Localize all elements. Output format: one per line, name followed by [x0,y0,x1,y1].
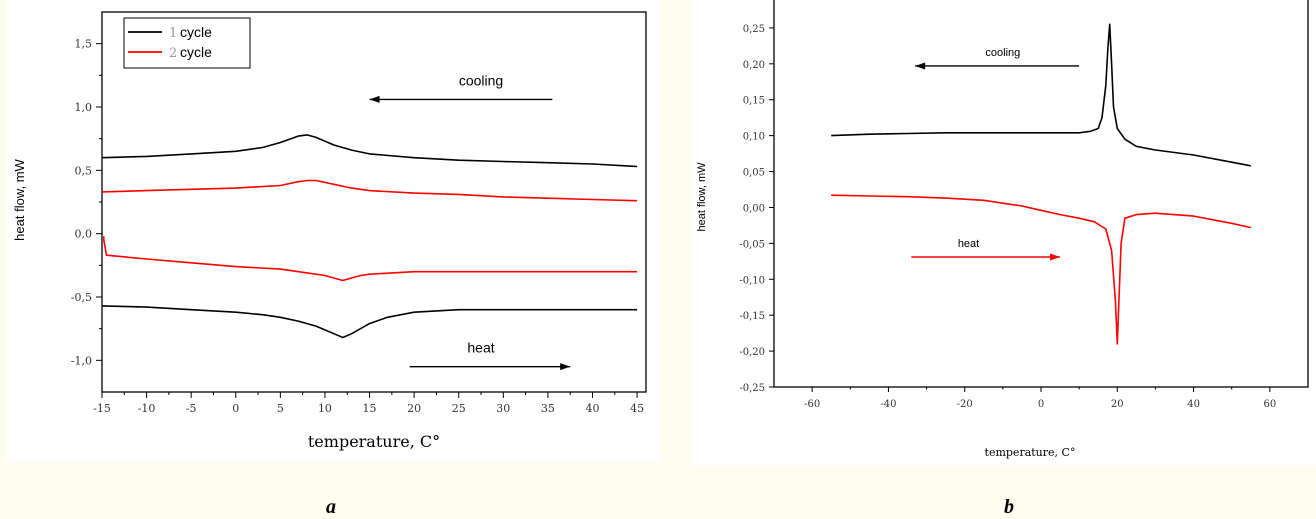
y-tick-label: 0,25 [743,24,765,35]
y-tick-label: -0,5 [71,291,92,304]
x-tick-label: -20 [957,399,973,410]
x-tick-label: 0 [1038,399,1044,410]
x-tick-label: 10 [318,402,332,415]
plot-frame [101,11,647,393]
x-tick-label: -15 [93,402,111,415]
y-tick-label: 0,20 [743,60,765,71]
arrowhead [560,363,571,371]
y-tick-label: -0,15 [739,311,765,322]
panel-label-a: a [326,496,336,518]
y-tick-label: 0,0 [75,228,93,241]
panel-label-b: b [1004,496,1014,518]
x-tick-label: 40 [585,402,599,415]
x-tick-label: 40 [1187,399,1200,410]
x-tick-label: 45 [630,402,644,415]
x-tick-label: 5 [277,402,284,415]
series-line-0 [101,134,638,168]
x-tick-label: 35 [541,402,555,415]
y-tick-label: 0,10 [743,132,765,143]
series-line-1 [101,179,638,202]
y-tick-label: -0,05 [739,239,765,250]
y-tick-label: -0,25 [739,383,765,394]
x-tick-label: 30 [496,402,510,415]
legend-label: cycle [180,24,212,40]
chart-a-svg: -15 -10 -5 0 5 10 15 20 25 30 35 40 45 -1,0 -0,5 0,0 0,5… [12,11,647,451]
y-tick-label: -0,10 [739,275,765,286]
y-tick-label: 1,0 [75,101,93,114]
x-tick-label: 0 [232,402,239,415]
series-line-3 [101,305,638,339]
legend-label: cycle [180,44,212,60]
x-axis-title: temperature, C° [985,446,1076,459]
x-tick-label: -40 [880,399,896,410]
annotation-label: heat [467,340,494,356]
y-tick-label: -0,20 [739,347,765,358]
x-tick-label: -10 [138,402,156,415]
chart-panel-a: -15 -10 -5 0 5 10 15 20 25 30 35 40 45 -1,0 -0,5 0,0 0,5… [6,0,660,462]
series-line-0 [831,23,1251,167]
chart-panel-b: -60 -40 -20 0 20 40 60 -0,25 -0,20 -0,15 -0,10 -0,0… [692,0,1316,466]
annotation-label: heat [958,238,979,250]
annotation-label: cooling [985,47,1020,59]
annotation-label: cooling [459,72,503,88]
y-tick-label: 0,5 [75,164,93,177]
arrowhead [915,62,926,70]
x-tick-label: 60 [1263,399,1276,410]
x-axis-title: temperature, C° [308,432,440,451]
y-tick-label: 0,00 [743,203,765,214]
series-line-2 [103,236,638,282]
y-axis-title: heat flow, mW [12,158,27,240]
chart-b-svg: -60 -40 -20 0 20 40 60 -0,25 -0,20 -0,15 -0,10 -0,0… [696,0,1309,459]
x-tick-label: 25 [452,402,466,415]
x-tick-label: -5 [186,402,197,415]
y-tick-label: 1,5 [75,38,93,51]
y-axis-title: heat flow, mW [696,162,708,232]
x-tick-label: 20 [1111,399,1124,410]
y-tick-label: 0,15 [743,96,765,107]
series-line-1 [831,194,1251,345]
x-tick-label: 20 [407,402,421,415]
legend-number: 1 [169,26,177,41]
x-tick-label: -60 [804,399,820,410]
x-tick-label: 15 [363,402,377,415]
arrowhead [1050,253,1061,261]
plot-frame [773,0,1309,388]
y-tick-label: -1,0 [71,354,92,367]
y-tick-label: 0,05 [743,168,765,179]
arrowhead [369,95,380,103]
legend-number: 2 [169,46,177,61]
legend-box [123,17,251,69]
